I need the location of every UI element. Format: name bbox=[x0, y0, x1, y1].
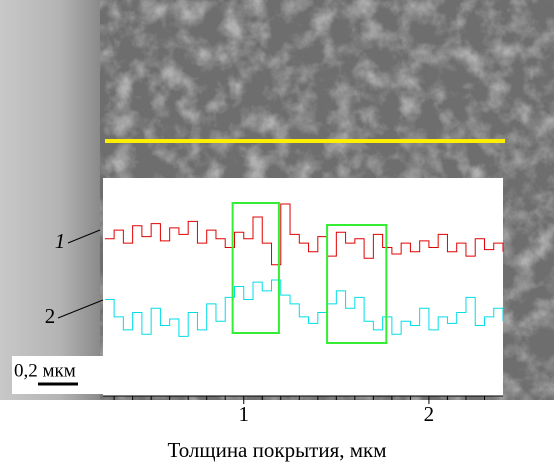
scale-bar-label: 0,2 мкм bbox=[14, 360, 76, 381]
highlight-box bbox=[326, 224, 388, 344]
plot-panel bbox=[103, 178, 503, 396]
series-label: 2 bbox=[45, 304, 56, 328]
x-tick-label: 1 bbox=[238, 402, 249, 426]
x-tick-label: 2 bbox=[424, 402, 435, 426]
highlight-box bbox=[231, 202, 280, 334]
series-line bbox=[104, 203, 504, 266]
leader-line bbox=[67, 229, 101, 244]
series-line bbox=[104, 279, 504, 337]
series-label: 1 bbox=[55, 229, 66, 253]
x-axis-label: Толщина покрытия, мкм bbox=[167, 438, 386, 462]
leader-line bbox=[57, 299, 104, 319]
scale-bar-box bbox=[12, 356, 104, 394]
